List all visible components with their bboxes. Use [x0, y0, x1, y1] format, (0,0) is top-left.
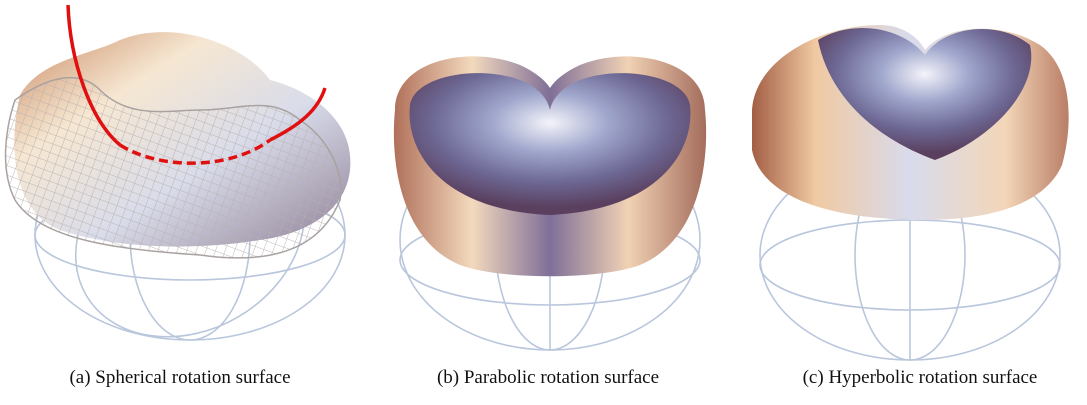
panel-a: (a) Spherical rotation surface — [6, 5, 351, 388]
panel-b: (b) Parabolic rotation surface — [394, 56, 706, 388]
panel-c: (c) Hyperbolic rotation surface — [752, 25, 1069, 388]
figure: (a) Spherical rotation surface (b) Parab… — [0, 0, 1087, 405]
caption: (c) Hyperbolic rotation surface — [803, 367, 1038, 388]
caption: (b) Parabolic rotation surface — [437, 367, 659, 388]
caption: (a) Spherical rotation surface — [69, 367, 290, 388]
